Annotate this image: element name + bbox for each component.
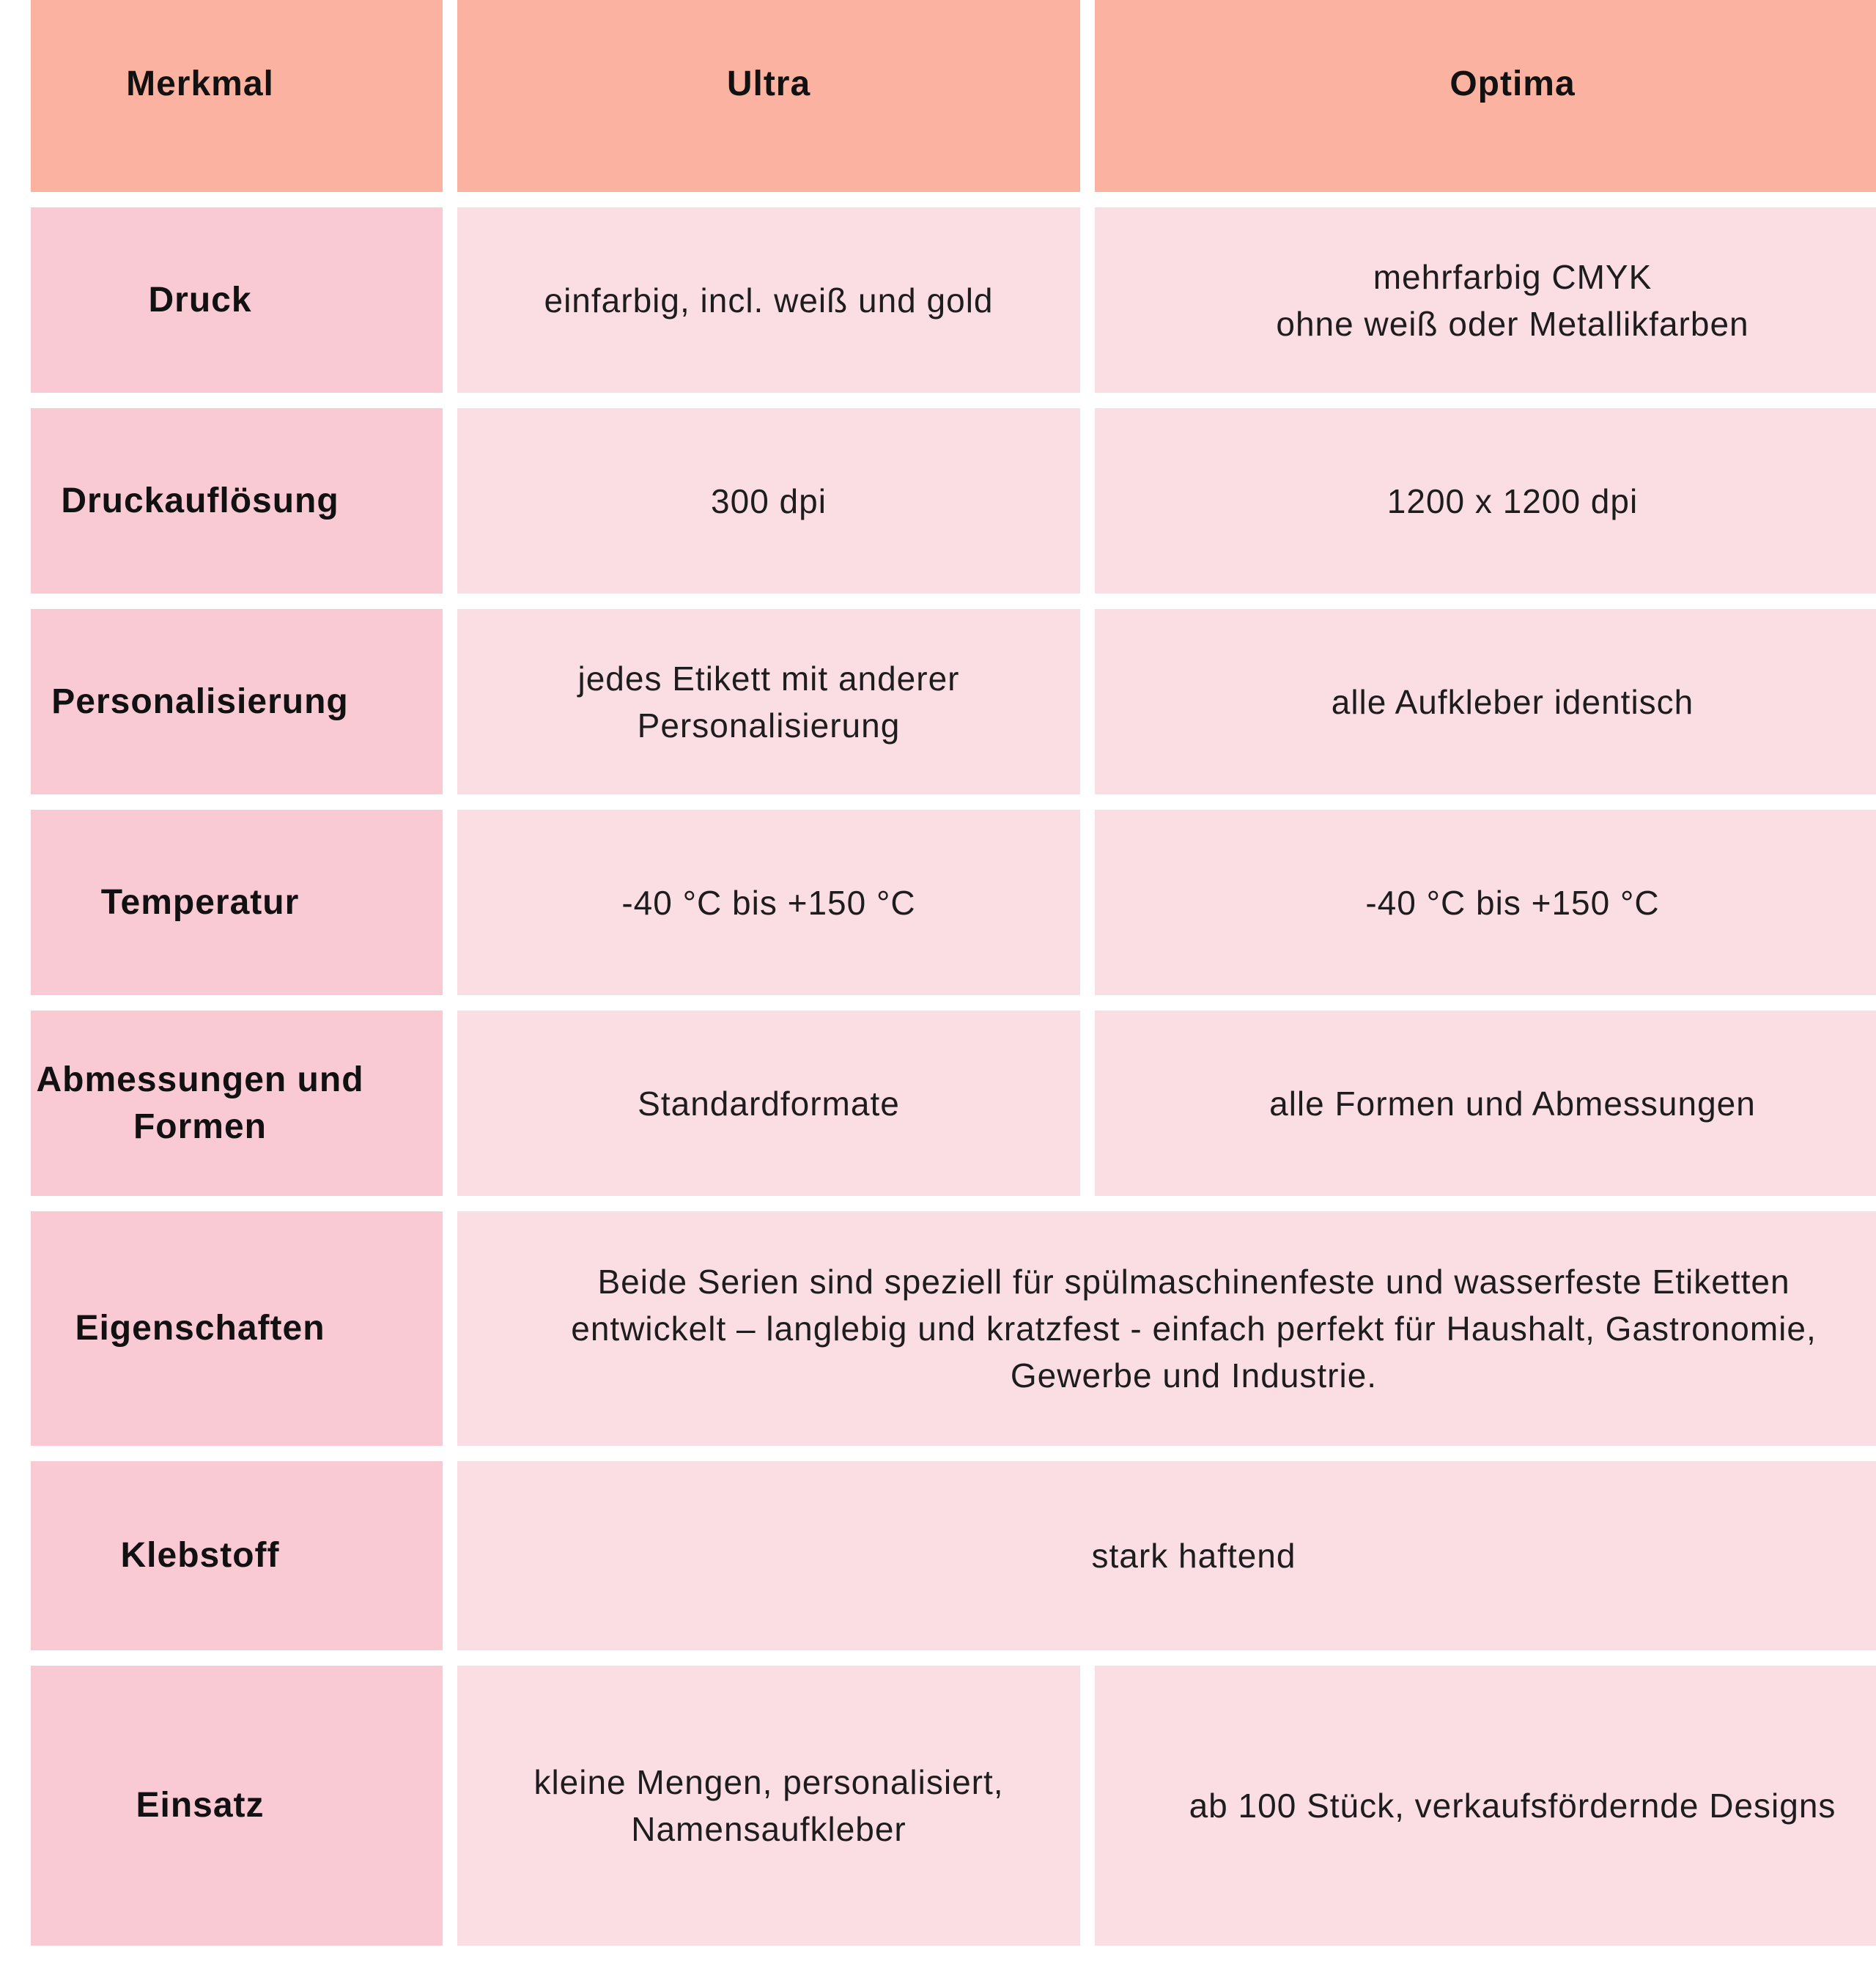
table-row-druckaufloesung: Druckauflösung 300 dpi 1200 x 1200 dpi xyxy=(31,408,1876,594)
row-label: Druckauflösung xyxy=(31,408,443,594)
row-label: Druck xyxy=(31,207,443,393)
table-row-abmessungen: Abmessungen und Formen Standardformate a… xyxy=(31,1011,1876,1196)
table-row-druck: Druck einfarbig, incl. weiß und gold meh… xyxy=(31,207,1876,393)
table-row-klebstoff: Klebstoff stark haftend xyxy=(31,1461,1876,1650)
optima-value-cell: ab 100 Stück, verkaufsfördernde Designs xyxy=(1095,1666,1876,1946)
header-cell-merkmal: Merkmal xyxy=(31,0,443,192)
ultra-value-cell: -40 °C bis +150 °C xyxy=(457,810,1080,995)
row-label: Temperatur xyxy=(31,810,443,995)
row-label: Klebstoff xyxy=(31,1461,443,1650)
ultra-value-cell: jedes Etikett mit anderer Personalisieru… xyxy=(457,609,1080,794)
ultra-value-cell: Standardformate xyxy=(457,1011,1080,1196)
merged-value-cell: stark haftend xyxy=(457,1461,1876,1650)
optima-value-cell: -40 °C bis +150 °C xyxy=(1095,810,1876,995)
table-row-personalisierung: Personalisierung jedes Etikett mit ander… xyxy=(31,609,1876,794)
row-label: Eigenschaften xyxy=(31,1211,443,1446)
header-cell-optima: Optima xyxy=(1095,0,1876,192)
optima-value-cell: alle Aufkleber identisch xyxy=(1095,609,1876,794)
ultra-value-cell: kleine Mengen, personalisiert, Namensauf… xyxy=(457,1666,1080,1946)
optima-value-cell: alle Formen und Abmessungen xyxy=(1095,1011,1876,1196)
row-label: Abmessungen und Formen xyxy=(31,1011,443,1196)
ultra-value-cell: 300 dpi xyxy=(457,408,1080,594)
optima-value-cell: mehrfarbig CMYK ohne weiß oder Metallikf… xyxy=(1095,207,1876,393)
ultra-value-cell: einfarbig, incl. weiß und gold xyxy=(457,207,1080,393)
merged-value-cell: Beide Serien sind speziell für spülmasch… xyxy=(457,1211,1876,1446)
table-row-einsatz: Einsatz kleine Mengen, personalisiert, N… xyxy=(31,1666,1876,1946)
table-header-row: Merkmal Ultra Optima xyxy=(31,0,1876,192)
table-row-temperatur: Temperatur -40 °C bis +150 °C -40 °C bis… xyxy=(31,810,1876,995)
table-row-eigenschaften: Eigenschaften Beide Serien sind speziell… xyxy=(31,1211,1876,1446)
row-label: Einsatz xyxy=(31,1666,443,1946)
optima-value-cell: 1200 x 1200 dpi xyxy=(1095,408,1876,594)
row-label: Personalisierung xyxy=(31,609,443,794)
header-cell-ultra: Ultra xyxy=(457,0,1080,192)
